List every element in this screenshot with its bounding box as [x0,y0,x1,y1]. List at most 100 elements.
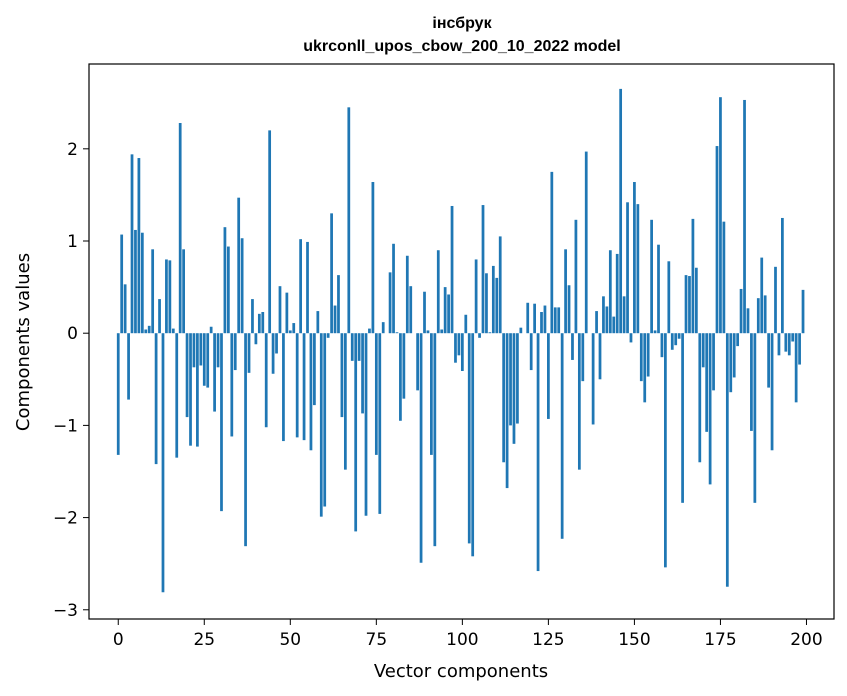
bar [595,311,598,334]
bar [213,333,216,412]
y-axis-label: Components values [13,253,34,431]
bar [316,311,320,334]
bar [777,333,781,356]
y-tick-label: 2 [67,140,78,160]
bar [746,308,750,334]
bar [574,219,578,334]
bar [220,333,223,512]
bar [364,333,368,516]
bar [457,333,461,356]
bar [306,241,309,334]
bar [171,328,175,334]
bar [140,232,144,334]
bar [639,333,643,382]
bar [123,284,127,334]
bar [787,333,791,356]
bar [361,333,364,414]
bar [381,322,385,334]
bar [553,307,557,334]
bar [244,333,247,547]
bar [505,333,509,489]
x-tick-label: 100 [446,630,478,650]
bar [409,286,413,334]
bar [509,333,512,426]
bar [464,314,468,334]
bar [670,333,674,350]
bar [502,333,506,463]
bar [485,273,488,334]
bar [719,97,722,334]
bar [547,333,550,419]
bar [784,333,788,352]
bar [664,333,667,568]
bar [533,303,536,334]
bar [326,333,330,338]
bar [743,99,746,334]
bar [612,316,616,334]
bar [168,260,172,334]
bar [519,327,523,334]
y-axis-ticks: −3 −2 −1 0 1 2 [53,140,89,621]
bar [313,333,316,406]
bar [158,299,161,334]
bar [516,333,519,424]
y-tick-label: 0 [67,324,78,344]
x-axis-ticks: 0 25 50 75 100 125 150 175 200 [113,619,823,650]
bar [405,255,409,334]
bar [677,333,681,339]
bar [343,333,347,470]
bar [736,333,740,347]
bar [512,333,516,444]
bar [560,333,564,539]
bar [161,333,165,593]
bar [701,333,705,368]
bar [729,333,733,393]
bars-group [116,88,805,593]
bar [202,333,206,386]
bar [192,333,196,368]
bar [760,257,764,334]
bar [275,333,278,354]
bar [374,333,378,455]
x-tick-label: 75 [366,630,388,650]
bar [750,333,753,431]
bar [467,333,471,544]
bar [653,330,657,334]
chart-subtitle: ukrconll_upos_cbow_200_10_2022 model [303,38,620,55]
bar [299,239,302,334]
bar [127,333,130,400]
bar [540,312,543,334]
bar [646,333,650,377]
bar [395,332,399,334]
bar [399,333,402,421]
bar [402,333,406,399]
bar [144,329,148,334]
bar [633,182,636,334]
bar [247,333,251,373]
bar [165,259,168,334]
bar [543,305,547,334]
bar [278,286,282,334]
bar [526,302,530,334]
bar [605,306,609,334]
bar [134,229,137,334]
bar [460,333,464,371]
bar [130,154,134,334]
bar [447,294,450,334]
x-tick-label: 150 [618,630,650,650]
bar [636,204,640,334]
bar [233,333,237,371]
bar [199,333,203,366]
bar [629,333,633,343]
bar [151,249,155,334]
bar [619,88,623,334]
bar [330,213,333,334]
bar [491,265,495,334]
bar [801,289,805,334]
bar [471,333,475,557]
bar [577,333,581,470]
bar [209,326,213,334]
bar [474,259,478,334]
bar [694,267,698,334]
